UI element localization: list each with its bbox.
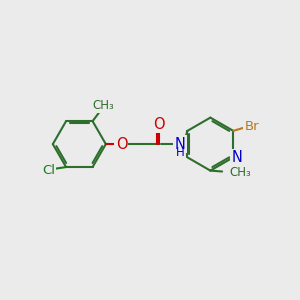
Text: H: H xyxy=(176,146,184,159)
Text: Br: Br xyxy=(244,120,259,133)
Text: N: N xyxy=(175,136,185,152)
Text: O: O xyxy=(154,117,165,132)
Text: O: O xyxy=(116,136,127,152)
Text: CH₃: CH₃ xyxy=(230,166,251,178)
Text: Cl: Cl xyxy=(42,164,55,176)
Text: CH₃: CH₃ xyxy=(92,99,114,112)
Text: N: N xyxy=(231,150,242,165)
